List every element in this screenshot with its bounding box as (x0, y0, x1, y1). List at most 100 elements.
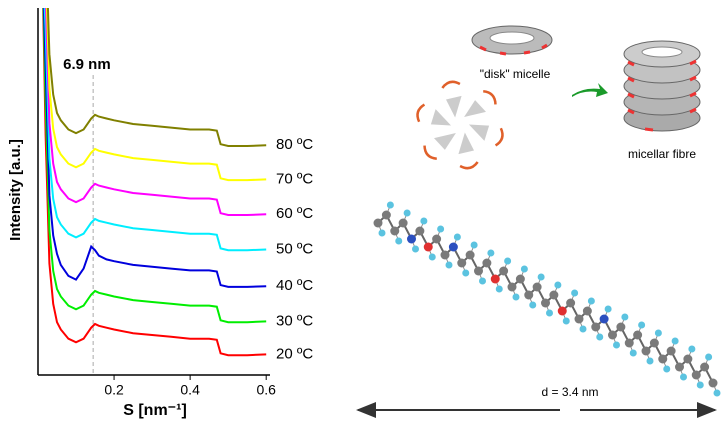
atom (691, 370, 701, 380)
series-line (46, 8, 267, 182)
atom (599, 314, 609, 324)
hydrogen (613, 341, 620, 349)
disk-hole (489, 31, 535, 45)
atom (457, 258, 467, 268)
hydrogen (395, 237, 403, 245)
hydrogen (470, 241, 478, 249)
atom (474, 266, 483, 276)
amphiphile-head (423, 145, 437, 161)
series-line (43, 8, 267, 252)
hydrogen (579, 325, 587, 333)
series-label: 30 ºC (276, 312, 313, 329)
atom (515, 274, 525, 284)
series-label: 60 ºC (276, 205, 313, 222)
atom (649, 338, 659, 348)
hydrogen (529, 301, 537, 309)
atom (633, 330, 643, 340)
atom (407, 234, 416, 244)
hydrogen (571, 289, 579, 297)
hydrogen (462, 269, 470, 277)
hydrogen (554, 281, 562, 289)
atom (566, 298, 576, 308)
atom (381, 210, 391, 220)
atom (499, 266, 509, 276)
hydrogen (479, 277, 486, 285)
hydrogen (646, 357, 654, 365)
atom (700, 362, 710, 372)
atom (423, 242, 433, 252)
atom (708, 378, 718, 388)
atom (465, 250, 475, 260)
series-line (46, 8, 267, 147)
atom (507, 282, 517, 292)
atom (415, 226, 425, 236)
hydrogen (378, 229, 386, 237)
hydrogen (546, 309, 553, 317)
hydrogen (420, 217, 428, 225)
x-tick-label: 0.4 (180, 382, 200, 398)
hydrogen (537, 273, 545, 281)
x-tick-label: 0.2 (104, 382, 124, 398)
hydrogen (596, 333, 604, 341)
amphiphile (430, 109, 452, 126)
atom (482, 258, 492, 268)
hydrogen (680, 373, 687, 381)
x-axis-label: S [nm⁻¹] (123, 402, 187, 419)
atom (373, 218, 383, 228)
hydrogen (453, 233, 461, 241)
hydrogen (705, 353, 713, 361)
atom (398, 218, 408, 228)
atom (658, 354, 668, 364)
hydrogen (638, 321, 646, 329)
amphiphile (464, 100, 486, 117)
series-label: 20 ºC (276, 345, 313, 362)
hydrogen (412, 245, 419, 253)
distance-label: d = 3.4 nm (541, 385, 598, 399)
atom (582, 306, 592, 316)
hydrogen (487, 249, 495, 257)
hydrogen (696, 381, 704, 389)
atom (549, 290, 559, 300)
hydrogen (629, 349, 637, 357)
atom (390, 226, 400, 236)
series-label: 40 ºC (276, 277, 313, 294)
hydrogen (403, 209, 411, 217)
atom (541, 298, 550, 308)
amphiphile-head (483, 89, 497, 105)
amphiphile (468, 124, 490, 141)
atom (641, 346, 651, 356)
atom (624, 338, 634, 348)
plot-lines (42, 8, 267, 357)
disk-heads (479, 43, 548, 56)
amphiphile-head (459, 161, 479, 170)
series-line (42, 8, 267, 288)
amphiphile-head (416, 103, 426, 123)
molecule-model (373, 201, 721, 397)
hydrogen (495, 285, 503, 293)
hydrogen (671, 337, 679, 345)
series-label: 70 ºC (276, 170, 313, 187)
hydrogen (445, 261, 453, 269)
amphiphile (434, 133, 456, 150)
atom (591, 322, 601, 332)
hydrogen (663, 365, 671, 373)
atom (683, 354, 693, 364)
hydrogen (654, 329, 662, 337)
atom (675, 362, 684, 372)
hydrogen (713, 389, 721, 397)
atom (532, 282, 542, 292)
hydrogen (688, 345, 696, 353)
atom (616, 322, 626, 332)
atom (574, 314, 584, 324)
micelle-diagram: "disk" micelle micellar fibre d = 3.4 nm (356, 25, 721, 418)
atom (608, 330, 617, 340)
amphiphile-head (441, 80, 461, 89)
series-line (42, 8, 267, 357)
amphiphile-head (494, 127, 504, 147)
hydrogen (386, 201, 394, 209)
hydrogen (520, 265, 528, 273)
amphiphile (445, 95, 462, 118)
atom (448, 242, 458, 252)
series-label: 50 ºC (276, 240, 313, 257)
x-tick-label: 0.6 (256, 382, 276, 398)
